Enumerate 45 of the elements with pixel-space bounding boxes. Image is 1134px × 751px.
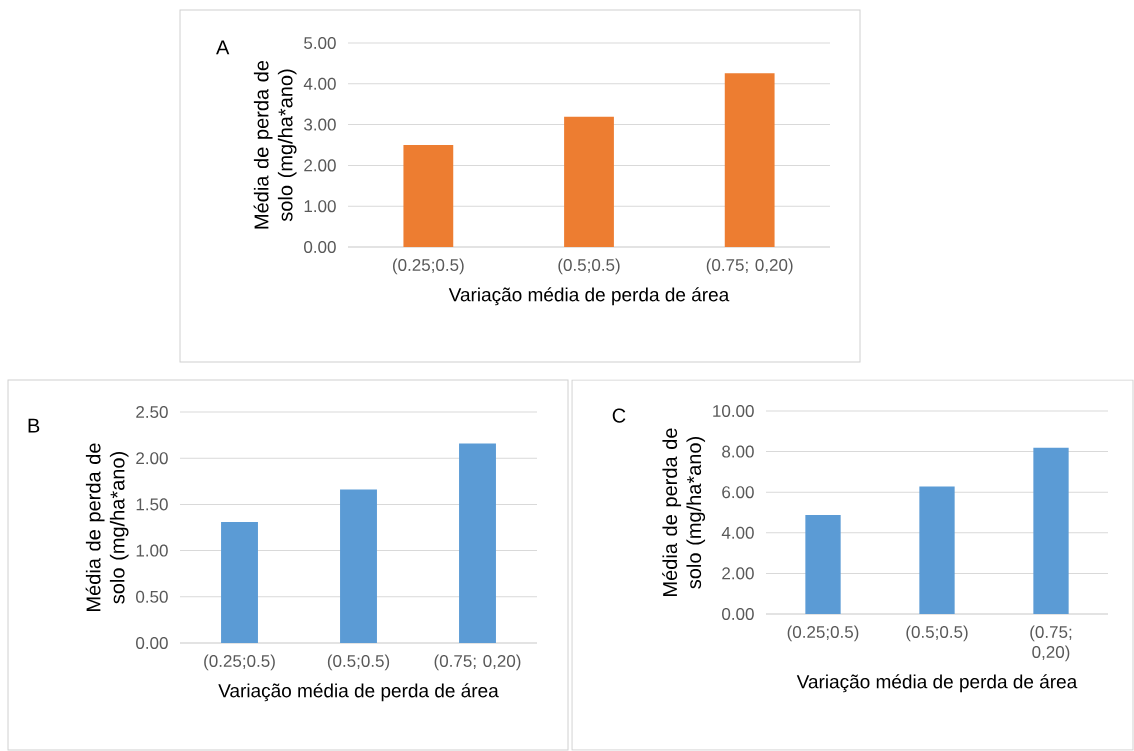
x-tick-label: (0.75; 0,20) — [434, 654, 521, 671]
x-tick-label: (0.5;0.5) — [906, 625, 968, 642]
chart-title: C — [612, 408, 626, 423]
y-axis-title: Média de perda de solo (mg/ha*ano) — [85, 443, 129, 611]
bar — [1033, 447, 1069, 614]
chart-title: A — [216, 40, 230, 55]
y-tick-label: 2.00 — [136, 452, 168, 465]
y-tick-label: 4.00 — [303, 77, 336, 90]
y-tick-label: 0.00 — [304, 240, 336, 254]
x-tick-label: (0.75; 0,20) — [706, 258, 793, 275]
bar — [724, 73, 775, 247]
x-axis-title: Variação média de perda de área — [448, 287, 730, 306]
bar — [221, 521, 258, 643]
y-tick-label: 1.50 — [136, 498, 168, 511]
x-tick-label: (0.75; 0,20) — [1030, 625, 1072, 662]
y-tick-label: 10.00 — [713, 404, 754, 418]
y-tick-label: 0.00 — [136, 636, 168, 650]
chart-title: B — [28, 418, 40, 433]
bar — [340, 489, 377, 643]
y-tick-label: 5.00 — [304, 36, 336, 50]
y-tick-label: 4.00 — [721, 526, 754, 539]
x-axis-title: Variação média de perda de área — [218, 683, 499, 702]
y-axis-title: Média de perda de solo (mg/ha*ano) — [662, 428, 706, 596]
bar — [403, 144, 454, 247]
bar — [564, 116, 614, 247]
x-tick-label: (0.5;0.5) — [327, 654, 390, 671]
y-tick-label: 2.00 — [722, 567, 754, 580]
x-tick-label: (0.5;0.5) — [558, 258, 620, 275]
y-tick-label: 2.50 — [136, 405, 168, 419]
bar — [919, 486, 955, 614]
bar — [805, 514, 841, 614]
y-axis-title: Média de perda de solo (mg/ha*ano) — [253, 60, 297, 229]
y-tick-label: 0.50 — [136, 590, 168, 603]
x-tick-label: (0.25;0.5) — [393, 258, 464, 275]
y-tick-label: 6.00 — [722, 486, 754, 499]
x-tick-label: (0.25;0.5) — [204, 654, 275, 671]
y-tick-label: 3.00 — [304, 118, 336, 131]
x-axis-title: Variação média de perda de área — [796, 674, 1078, 693]
y-tick-label: 8.00 — [722, 445, 754, 458]
y-tick-label: 1.00 — [304, 200, 336, 213]
x-tick-label: (0.25;0.5) — [787, 625, 859, 642]
y-tick-label: 0.00 — [722, 607, 754, 621]
y-tick-label: 1.00 — [136, 544, 168, 557]
bar — [459, 443, 496, 643]
y-tick-label: 2.00 — [304, 159, 336, 172]
